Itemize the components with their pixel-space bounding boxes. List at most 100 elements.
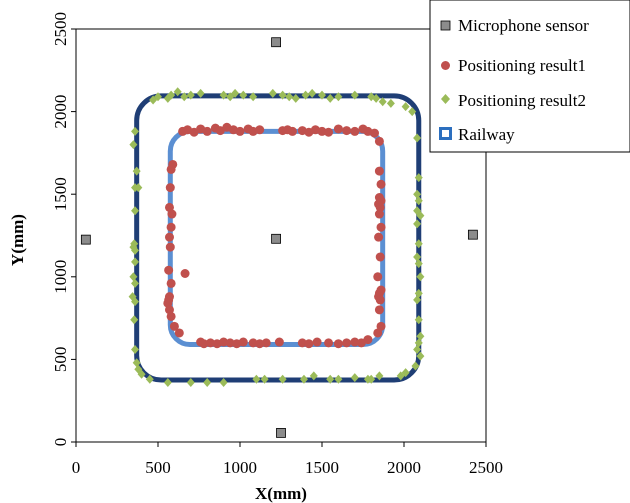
positioning-result1-point [235, 126, 245, 136]
positioning-result2-point [386, 98, 395, 108]
legend-label-microphone-sensor: Microphone sensor [458, 16, 589, 35]
positioning-result1-point [166, 278, 176, 288]
legend-swatch-positioning-result1 [441, 61, 450, 70]
positioning-result2-point [413, 295, 422, 305]
positioning-result2-point [396, 371, 405, 381]
positioning-result2-point [372, 93, 381, 103]
legend-label-railway: Railway [458, 125, 515, 144]
positioning-result2-point [173, 87, 182, 97]
x-tick-label: 0 [72, 458, 81, 477]
positioning-result1-point [174, 328, 184, 338]
positioning-result1-point [297, 338, 307, 348]
legend-label-positioning-result2: Positioning result2 [458, 91, 586, 110]
positioning-result1-point [166, 311, 176, 321]
positioning-result2-point [326, 374, 335, 384]
positioning-result2-point [414, 288, 423, 298]
y-tick-label: 0 [51, 438, 70, 447]
positioning-result2-point [260, 374, 269, 384]
positioning-result1-point [324, 338, 334, 348]
positioning-result1-point [333, 124, 343, 134]
legend: Microphone sensor Positioning result1 Po… [429, 0, 630, 153]
positioning-result2-point [186, 90, 195, 100]
positioning-result2-point [301, 90, 310, 100]
positioning-result1-point [356, 338, 366, 348]
positioning-result2-point [129, 272, 138, 282]
x-tick-label: 1500 [305, 458, 339, 477]
positioning-result2-point [413, 133, 422, 143]
positioning-result1-point [167, 209, 177, 219]
positioning-result2-point [401, 102, 410, 112]
positioning-result2-point [285, 92, 294, 102]
positioning-result1-point [350, 337, 360, 347]
positioning-result1-point [225, 338, 235, 348]
positioning-result1-point [166, 164, 176, 174]
x-tick-label: 1000 [223, 458, 257, 477]
legend-swatch-positioning-result2 [441, 94, 450, 104]
positioning-result2-point [318, 90, 326, 100]
positioning-result2-point [134, 183, 143, 193]
railway-track-outer [134, 93, 422, 383]
positioning-result1-point [169, 321, 179, 331]
positioning-result1-point [164, 232, 174, 242]
positioning-result2-point [416, 331, 425, 341]
positioning-result2-point [131, 245, 140, 255]
positioning-result2-point [416, 351, 425, 361]
x-tick-label: 2000 [387, 458, 421, 477]
positioning-result2-point [203, 378, 212, 388]
positioning-result1-point [333, 339, 343, 349]
positioning-result1-point [374, 305, 384, 315]
microphone-sensor-point [271, 37, 281, 48]
y-tick-label: 2500 [51, 12, 70, 46]
positioning-result1-point [248, 338, 258, 348]
positioning-result1-points [163, 122, 386, 349]
positioning-result2-point [414, 173, 423, 183]
positioning-result1-point [324, 127, 334, 137]
positioning-result1-point [374, 232, 384, 242]
positioning-result1-point [165, 183, 175, 193]
positioning-result2-point [219, 90, 228, 100]
positioning-result2-point [413, 344, 422, 354]
positioning-result1-point [180, 268, 190, 278]
positioning-result1-point [373, 272, 383, 282]
positioning-result2-point [137, 369, 146, 379]
positioning-result2-point [350, 373, 359, 383]
positioning-result2-point [414, 259, 423, 269]
positioning-result2-point [334, 374, 343, 384]
positioning-result1-point [350, 126, 360, 136]
positioning-result2-point [414, 196, 423, 206]
x-tick-label: 2500 [469, 458, 503, 477]
positioning-result2-point [180, 92, 189, 102]
positioning-result2-point [375, 371, 384, 381]
positioning-result2-point [350, 90, 359, 100]
positioning-result2-point [299, 374, 308, 384]
positioning-result2-point [131, 344, 140, 354]
positioning-result2-point [252, 374, 261, 384]
x-tick-label: 500 [145, 458, 171, 477]
positioning-result2-point [308, 88, 317, 98]
positioning-result1-point [369, 128, 379, 138]
positioning-result1-point [199, 339, 209, 349]
microphone-sensor-point [467, 229, 478, 240]
positioning-result1-point [166, 222, 176, 232]
positioning-result2-point [131, 278, 140, 288]
positioning-result2-point [278, 90, 287, 100]
positioning-result1-point [317, 126, 327, 136]
positioning-result1-point [205, 338, 215, 348]
positioning-result2-point [131, 297, 140, 307]
positioning-result2-point [416, 211, 425, 221]
positioning-result2-point [414, 315, 423, 325]
legend-box [429, 0, 630, 153]
positioning-result1-point [374, 209, 384, 219]
positioning-result2-point [154, 92, 162, 102]
positioning-result2-point [367, 374, 376, 384]
microphone-sensor-point [276, 428, 286, 438]
positioning-result2-point [309, 371, 318, 381]
positioning-result2-point [163, 378, 172, 388]
positioning-result2-point [196, 88, 205, 98]
positioning-result1-point [373, 328, 383, 338]
positioning-result2-point [291, 93, 300, 103]
positioning-result1-point [376, 222, 386, 232]
positioning-result2-point [130, 315, 139, 325]
legend-label-positioning-result1: Positioning result1 [458, 56, 586, 75]
microphone-sensor-point [271, 233, 281, 244]
